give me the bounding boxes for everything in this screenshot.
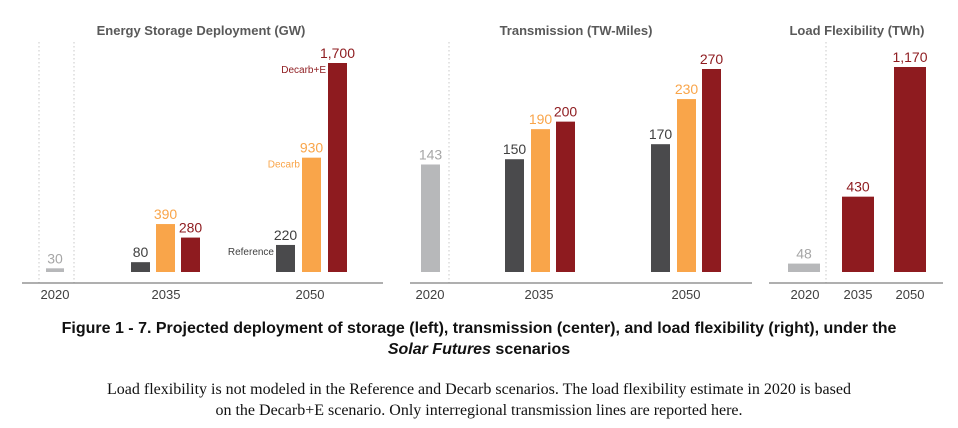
bar-decarb-2050: [302, 157, 321, 272]
x-tick-label: 2020: [416, 287, 445, 302]
caption-line-2-rest: scenarios: [490, 341, 571, 358]
caption-line-2: Solar Futures scenarios: [0, 339, 958, 360]
bar-reference-2035: [505, 159, 524, 272]
figure-charts: Energy Storage Deployment (GW) 2020 2035 20…: [22, 23, 943, 302]
data-label: 430: [846, 179, 870, 195]
data-label: 1,170: [892, 49, 927, 65]
x-tick-label: 2050: [296, 287, 325, 302]
bar-decarb-e-2035: [181, 237, 200, 272]
data-label: 30: [47, 250, 63, 266]
bar-decarb-2050: [677, 99, 696, 273]
x-tick-label: 2035: [152, 287, 181, 302]
bar-2020: [46, 268, 64, 272]
x-tick-label: 2020: [41, 287, 70, 302]
bar-decarb-2035: [156, 224, 175, 272]
series-inline-label: Decarb+E: [281, 65, 326, 76]
data-label: 930: [300, 140, 324, 156]
data-label: 143: [419, 146, 443, 162]
caption-line-1: Figure 1 - 7. Projected deployment of st…: [61, 320, 897, 337]
bar-decarb-e-2050: [328, 63, 347, 272]
data-label: 170: [649, 126, 673, 142]
bar-2020: [421, 164, 440, 272]
x-tick-label: 2035: [525, 287, 554, 302]
data-label: 270: [700, 51, 724, 67]
bar-decarb-e-2035: [842, 196, 874, 272]
bar-reference-2050: [276, 244, 295, 272]
figure-note: Load flexibility is not modeled in the R…: [0, 379, 958, 421]
note-line-2: on the Decarb+E scenario. Only interregi…: [215, 402, 743, 419]
series-inline-label: Decarb: [268, 160, 301, 171]
x-tick-label: 2035: [844, 287, 873, 302]
bar-2020: [788, 263, 820, 272]
data-label: 48: [796, 246, 812, 262]
bar-decarb-e-2035: [556, 121, 575, 272]
data-label: 190: [529, 111, 553, 127]
data-label: 220: [274, 227, 298, 243]
bar-decarb-2035: [531, 129, 550, 272]
bar-reference-2050: [651, 144, 670, 272]
x-tick-label: 2020: [791, 287, 820, 302]
x-tick-label: 2050: [672, 287, 701, 302]
series-inline-label: Reference: [228, 247, 275, 258]
caption-italic-title: Solar Futures: [387, 341, 491, 358]
data-label: 80: [133, 244, 149, 260]
chart-title-1: Energy Storage Deployment (GW): [97, 23, 306, 38]
data-label: 390: [154, 206, 178, 222]
bar-reference-2035: [131, 262, 150, 272]
data-label: 150: [503, 141, 527, 157]
x-tick-label: 2050: [896, 287, 925, 302]
chart-title-2: Transmission (TW-Miles): [500, 23, 653, 38]
data-label: 280: [179, 220, 203, 236]
figure-caption: Figure 1 - 7. Projected deployment of st…: [0, 318, 958, 360]
bar-decarb-e-2050: [894, 67, 926, 272]
bar-decarb-e-2050: [702, 69, 721, 272]
chart-title-3: Load Flexibility (TWh): [789, 23, 924, 38]
data-label: 200: [554, 104, 578, 120]
data-label: 230: [675, 81, 699, 97]
data-label: 1,700: [320, 45, 355, 61]
note-line-1: Load flexibility is not modeled in the R…: [107, 381, 851, 398]
